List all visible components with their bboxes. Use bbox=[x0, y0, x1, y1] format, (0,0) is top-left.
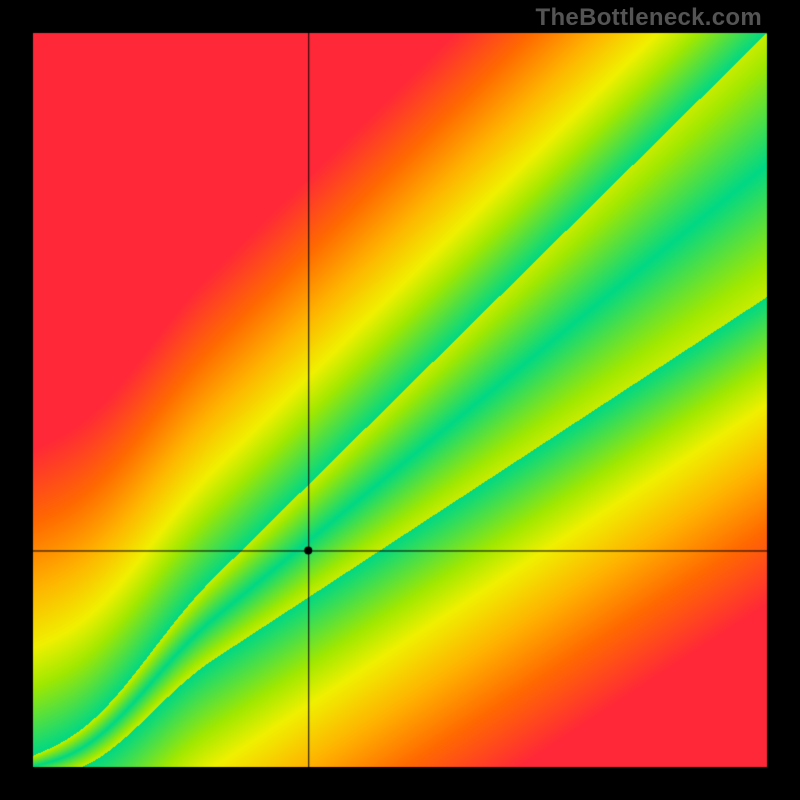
chart-container: TheBottleneck.com bbox=[0, 0, 800, 800]
watermark-label: TheBottleneck.com bbox=[536, 4, 762, 32]
heatmap-canvas bbox=[0, 0, 800, 800]
